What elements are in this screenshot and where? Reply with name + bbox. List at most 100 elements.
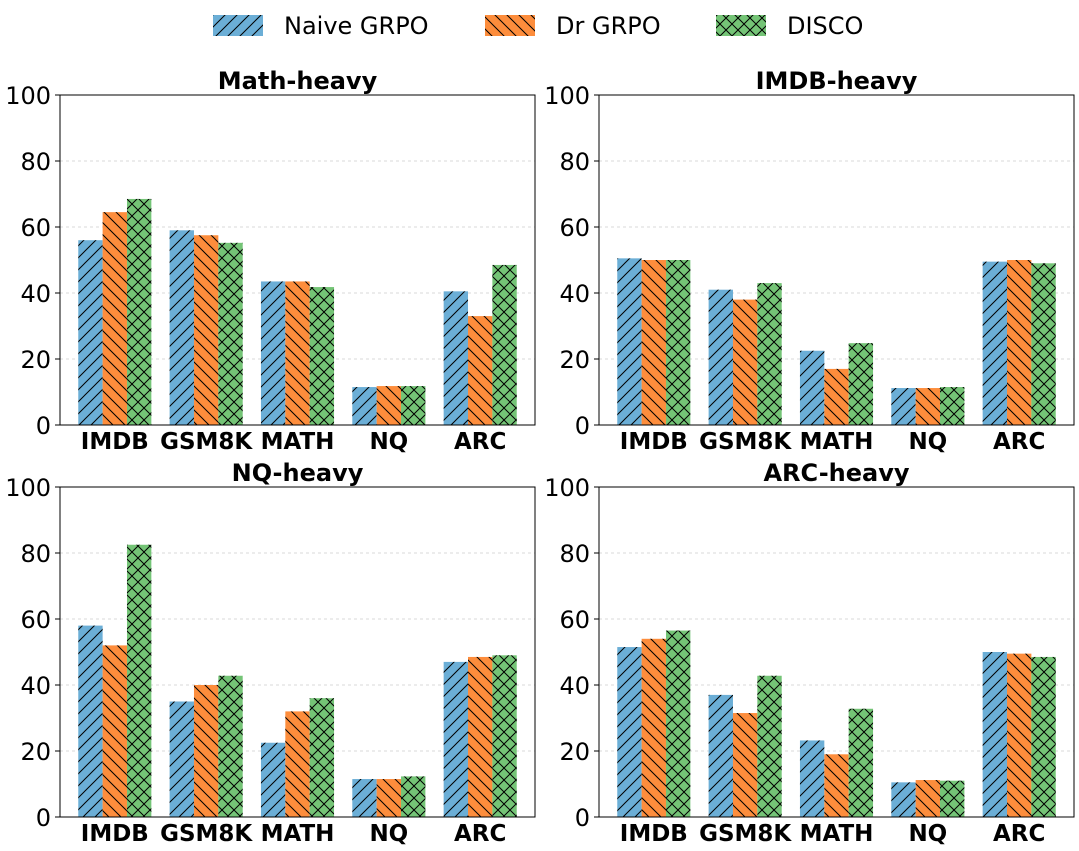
x-tick-label-gsm8k: GSM8K (699, 821, 792, 847)
axes-frame (59, 94, 536, 426)
x-tick-label-nq: NQ (908, 821, 947, 847)
panel-math-heavy: IMDB GSM8K MATH NQ ARC 0 20 40 60 80 100 Math-heavy (5, 67, 536, 455)
panels: IMDB GSM8K MATH NQ ARC 0 20 40 60 80 100 Math-heavy… (5, 67, 1075, 847)
y-tick-label: 100 (5, 474, 51, 502)
bar-imdb-heavy-nq-disco-hatch (940, 387, 965, 425)
bar-nq-heavy-nq-dr-grpo-hatch (376, 779, 402, 817)
bar-arc-heavy-nq-disco-hatch (940, 780, 965, 817)
x-tick-label-math: MATH (261, 429, 335, 455)
axes-frame (598, 486, 1075, 818)
bar-arc-heavy-math-dr-grpo-hatch (824, 754, 849, 817)
bar-nq-heavy-gsm8k-dr-grpo-hatch (193, 685, 219, 817)
legend-label-naive-grpo: Naive GRPO (284, 12, 429, 40)
legend-item-dr-grpo: Dr GRPO (485, 12, 661, 40)
legend-hatch-disco (716, 15, 766, 36)
bar-imdb-heavy-arc-dr-grpo-hatch (1007, 260, 1032, 425)
legend-item-naive-grpo: Naive GRPO (213, 12, 429, 40)
bar-math-heavy-gsm8k-naive-grpo-hatch (169, 230, 194, 425)
y-tick-label: 100 (544, 82, 590, 110)
bar-arc-heavy-nq-dr-grpo-hatch (915, 780, 941, 817)
legend-hatch-naive-grpo (213, 15, 263, 36)
bar-math-heavy-imdb-disco-hatch (126, 198, 152, 425)
legend: Naive GRPO Dr GRPO DISCO (213, 12, 863, 40)
legend-item-disco: DISCO (716, 12, 863, 40)
bar-arc-heavy-math-naive-grpo-hatch (799, 740, 825, 817)
x-tick-label-nq: NQ (908, 429, 947, 455)
x-tick-label-imdb: IMDB (81, 821, 149, 847)
bar-imdb-heavy-arc-naive-grpo-hatch (982, 261, 1008, 425)
y-tick-label: 80 (20, 540, 51, 568)
axes-frame (598, 94, 1075, 426)
y-tick-label: 0 (36, 804, 51, 832)
y-tick-label: 60 (559, 214, 590, 242)
bar-imdb-heavy-gsm8k-disco-hatch (757, 283, 782, 425)
y-tick-label: 40 (559, 280, 590, 308)
bar-math-heavy-math-naive-grpo-hatch (260, 281, 286, 425)
y-tick-label: 40 (559, 672, 590, 700)
bar-math-heavy-nq-dr-grpo-hatch (376, 386, 402, 425)
bar-arc-heavy-gsm8k-naive-grpo-hatch (708, 694, 733, 817)
bar-imdb-heavy-imdb-naive-grpo-hatch (617, 258, 642, 425)
bar-imdb-heavy-math-naive-grpo-hatch (799, 350, 825, 425)
y-tick-label: 20 (20, 738, 51, 766)
bar-imdb-heavy-gsm8k-naive-grpo-hatch (708, 289, 733, 425)
x-tick-label-imdb: IMDB (620, 429, 688, 455)
bar-imdb-heavy-math-dr-grpo-hatch (824, 368, 849, 425)
y-tick-label: 20 (20, 346, 51, 374)
x-tick-label-math: MATH (800, 821, 874, 847)
x-tick-label-arc: ARC (993, 429, 1045, 455)
y-tick-label: 20 (559, 738, 590, 766)
panel-imdb-heavy: IMDB GSM8K MATH NQ ARC 0 20 40 60 80 100 IMDB-heavy (544, 67, 1075, 455)
bar-arc-heavy-arc-disco-hatch (1031, 656, 1056, 817)
bar-math-heavy-math-disco-hatch (309, 287, 335, 425)
x-tick-label-nq: NQ (369, 429, 408, 455)
y-tick-label: 100 (544, 474, 590, 502)
panel-title-math-heavy: Math-heavy (218, 67, 378, 95)
bar-math-heavy-arc-dr-grpo-hatch (468, 316, 493, 425)
bar-math-heavy-arc-naive-grpo-hatch (443, 291, 469, 425)
panel-arc-heavy: IMDB GSM8K MATH NQ ARC 0 20 40 60 80 100 ARC-heavy (544, 459, 1075, 847)
bar-math-heavy-imdb-naive-grpo-hatch (78, 240, 103, 425)
bar-arc-heavy-imdb-dr-grpo-hatch (641, 638, 666, 817)
y-tick-label: 0 (36, 412, 51, 440)
y-tick-label: 0 (575, 804, 590, 832)
bar-nq-heavy-arc-disco-hatch (492, 655, 517, 817)
bar-arc-heavy-imdb-disco-hatch (665, 630, 691, 817)
legend-label-disco: DISCO (787, 12, 863, 40)
panel-title-nq-heavy: NQ-heavy (232, 459, 364, 487)
x-tick-label-math: MATH (261, 821, 335, 847)
bar-arc-heavy-arc-naive-grpo-hatch (982, 652, 1008, 817)
bar-math-heavy-gsm8k-dr-grpo-hatch (193, 235, 219, 425)
bar-nq-heavy-arc-naive-grpo-hatch (443, 661, 469, 817)
x-tick-label-arc: ARC (454, 821, 506, 847)
bar-nq-heavy-math-disco-hatch (309, 698, 335, 817)
bar-nq-heavy-gsm8k-naive-grpo-hatch (169, 701, 194, 817)
panel-nq-heavy: IMDB GSM8K MATH NQ ARC 0 20 40 60 80 100 NQ-heavy (5, 459, 536, 847)
bar-imdb-heavy-arc-disco-hatch (1031, 263, 1056, 425)
bar-imdb-heavy-nq-naive-grpo-hatch (891, 388, 916, 425)
y-tick-label: 100 (5, 82, 51, 110)
panel-title-arc-heavy: ARC-heavy (763, 459, 909, 487)
bar-imdb-heavy-math-disco-hatch (848, 343, 874, 425)
x-tick-label-gsm8k: GSM8K (699, 429, 792, 455)
y-tick-label: 40 (20, 280, 51, 308)
bar-math-heavy-nq-naive-grpo-hatch (352, 387, 377, 425)
bar-nq-heavy-imdb-dr-grpo-hatch (102, 645, 127, 817)
y-tick-label: 80 (559, 540, 590, 568)
bar-nq-heavy-imdb-disco-hatch (126, 544, 152, 817)
bar-math-heavy-arc-disco-hatch (492, 264, 517, 425)
y-tick-label: 60 (20, 214, 51, 242)
y-tick-label: 0 (575, 412, 590, 440)
bar-arc-heavy-gsm8k-disco-hatch (757, 675, 782, 817)
bar-math-heavy-imdb-dr-grpo-hatch (102, 212, 127, 425)
x-tick-label-arc: ARC (993, 821, 1045, 847)
bar-imdb-heavy-gsm8k-dr-grpo-hatch (732, 299, 758, 425)
bar-math-heavy-math-dr-grpo-hatch (285, 281, 310, 425)
bar-arc-heavy-math-disco-hatch (848, 708, 874, 817)
x-tick-label-gsm8k: GSM8K (160, 821, 253, 847)
bar-imdb-heavy-imdb-dr-grpo-hatch (641, 260, 666, 425)
bar-nq-heavy-imdb-naive-grpo-hatch (78, 625, 103, 817)
bar-arc-heavy-nq-naive-grpo-hatch (891, 782, 916, 817)
bar-nq-heavy-nq-naive-grpo-hatch (352, 779, 377, 817)
